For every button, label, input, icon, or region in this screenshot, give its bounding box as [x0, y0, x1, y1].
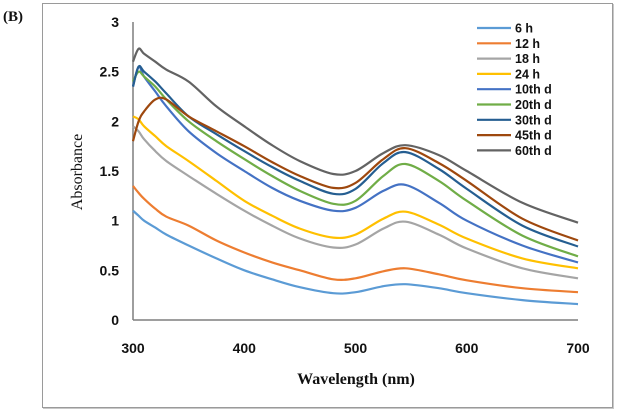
legend-label: 45th d	[515, 129, 552, 143]
x-tick-label: 700	[566, 340, 590, 356]
legend-label: 18 h	[515, 52, 540, 66]
y-tick-label: 1	[111, 213, 119, 229]
y-tick-label: 3	[111, 14, 119, 30]
legend-label: 20th d	[515, 98, 552, 112]
series-line-30th-d	[131, 64, 579, 248]
y-axis-label: Absorbance	[69, 134, 86, 210]
series-line-12-h	[132, 185, 579, 294]
axes	[132, 22, 578, 321]
series-line-6-h	[132, 209, 579, 306]
series-line-20th-d	[132, 70, 579, 258]
x-tick-label: 300	[121, 340, 145, 356]
series-line-45th-d	[131, 96, 579, 242]
x-tick-label: 500	[344, 340, 368, 356]
x-tick-label: 400	[233, 340, 257, 356]
y-tick-label: 1.5	[100, 163, 120, 179]
y-tick-label: 0	[111, 312, 119, 328]
y-tick-label: 2	[111, 113, 119, 129]
legend-label: 24 h	[515, 67, 540, 81]
series-line-18-h	[132, 125, 579, 280]
series-line-60th-d	[131, 47, 579, 224]
legend-label: 10th d	[515, 83, 552, 97]
series-line-24-h	[132, 115, 579, 270]
y-tick-label: 0.5	[100, 262, 120, 278]
panel-label: (B)	[3, 9, 23, 25]
legend-label: 60th d	[515, 144, 552, 158]
legend-label: 12 h	[515, 37, 540, 51]
series-lines	[131, 47, 579, 306]
legend-label: 6 h	[515, 22, 533, 36]
x-axis-label: Wavelength (nm)	[297, 371, 415, 388]
y-tick-label: 2.5	[100, 64, 120, 80]
x-tick-label: 600	[455, 340, 479, 356]
y-tick-labels: 0 0.5 1 1.5 2 2.5 3	[100, 14, 120, 328]
x-tick-labels: 300 400 500 600 700	[121, 340, 590, 356]
series-line-10th-d	[131, 65, 579, 264]
legend-label: 30th d	[515, 113, 552, 127]
